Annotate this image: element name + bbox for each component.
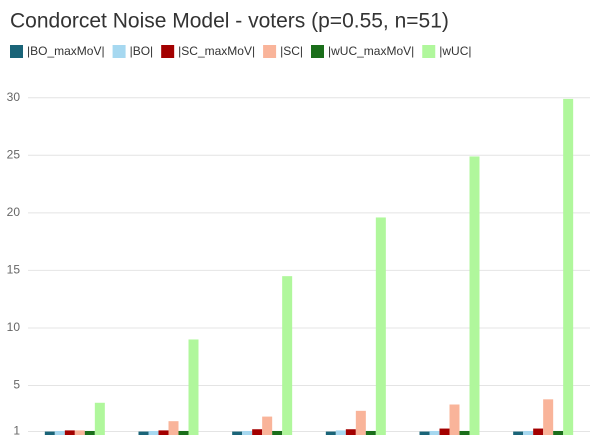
y-tick-label: 5: [13, 378, 20, 392]
bar: [523, 430, 534, 435]
legend-swatch: [112, 45, 126, 58]
bar: [158, 430, 169, 435]
y-tick-label: 1: [13, 424, 20, 435]
bar: [178, 430, 189, 435]
bar: [84, 430, 95, 435]
bar: [449, 404, 460, 435]
bar: [188, 339, 199, 435]
bar: [252, 429, 263, 435]
bar: [513, 431, 524, 435]
bar: [168, 421, 179, 435]
bar: [439, 428, 450, 435]
bar: [563, 98, 574, 435]
bar: [242, 430, 253, 435]
legend-label: |BO|: [130, 44, 154, 58]
bar: [232, 431, 243, 435]
bar: [345, 429, 356, 435]
bar: [94, 402, 105, 435]
legend-swatch: [263, 45, 277, 58]
legend-label: |SC|: [280, 44, 303, 58]
bar: [44, 431, 55, 435]
bar: [335, 430, 346, 435]
bar: [419, 431, 430, 435]
bar: [138, 431, 149, 435]
bar: [533, 428, 544, 435]
bar: [469, 156, 480, 435]
bar: [54, 430, 65, 435]
y-tick-label: 25: [7, 147, 21, 161]
bar: [429, 430, 440, 435]
y-tick-label: 30: [7, 90, 21, 104]
bar: [148, 430, 159, 435]
legend-swatch: [10, 45, 23, 58]
legend-label: |SC_maxMoV|: [178, 44, 255, 58]
bar: [272, 430, 283, 435]
bar: [325, 431, 336, 435]
bar: [365, 430, 376, 435]
legend-swatch: [311, 45, 324, 58]
y-tick-label: 10: [7, 320, 21, 334]
y-tick-label: 20: [7, 205, 21, 219]
legend-swatch: [422, 45, 436, 58]
bar: [553, 430, 564, 435]
legend-label: |wUC_maxMoV|: [328, 44, 414, 58]
bar: [355, 410, 366, 435]
legend-swatch: [161, 45, 175, 58]
legend-label: |BO_maxMoV|: [27, 44, 105, 58]
y-tick-label: 15: [7, 263, 21, 277]
bar: [282, 276, 293, 435]
legend-label: |wUC|: [439, 44, 471, 58]
bar: [459, 430, 470, 435]
bar: [375, 217, 386, 435]
bar: [262, 416, 273, 435]
chart-title: Condorcet Noise Model - voters (p=0.55, …: [10, 10, 449, 33]
bar: [543, 399, 554, 435]
bar: [64, 430, 75, 435]
bar: [74, 430, 85, 435]
